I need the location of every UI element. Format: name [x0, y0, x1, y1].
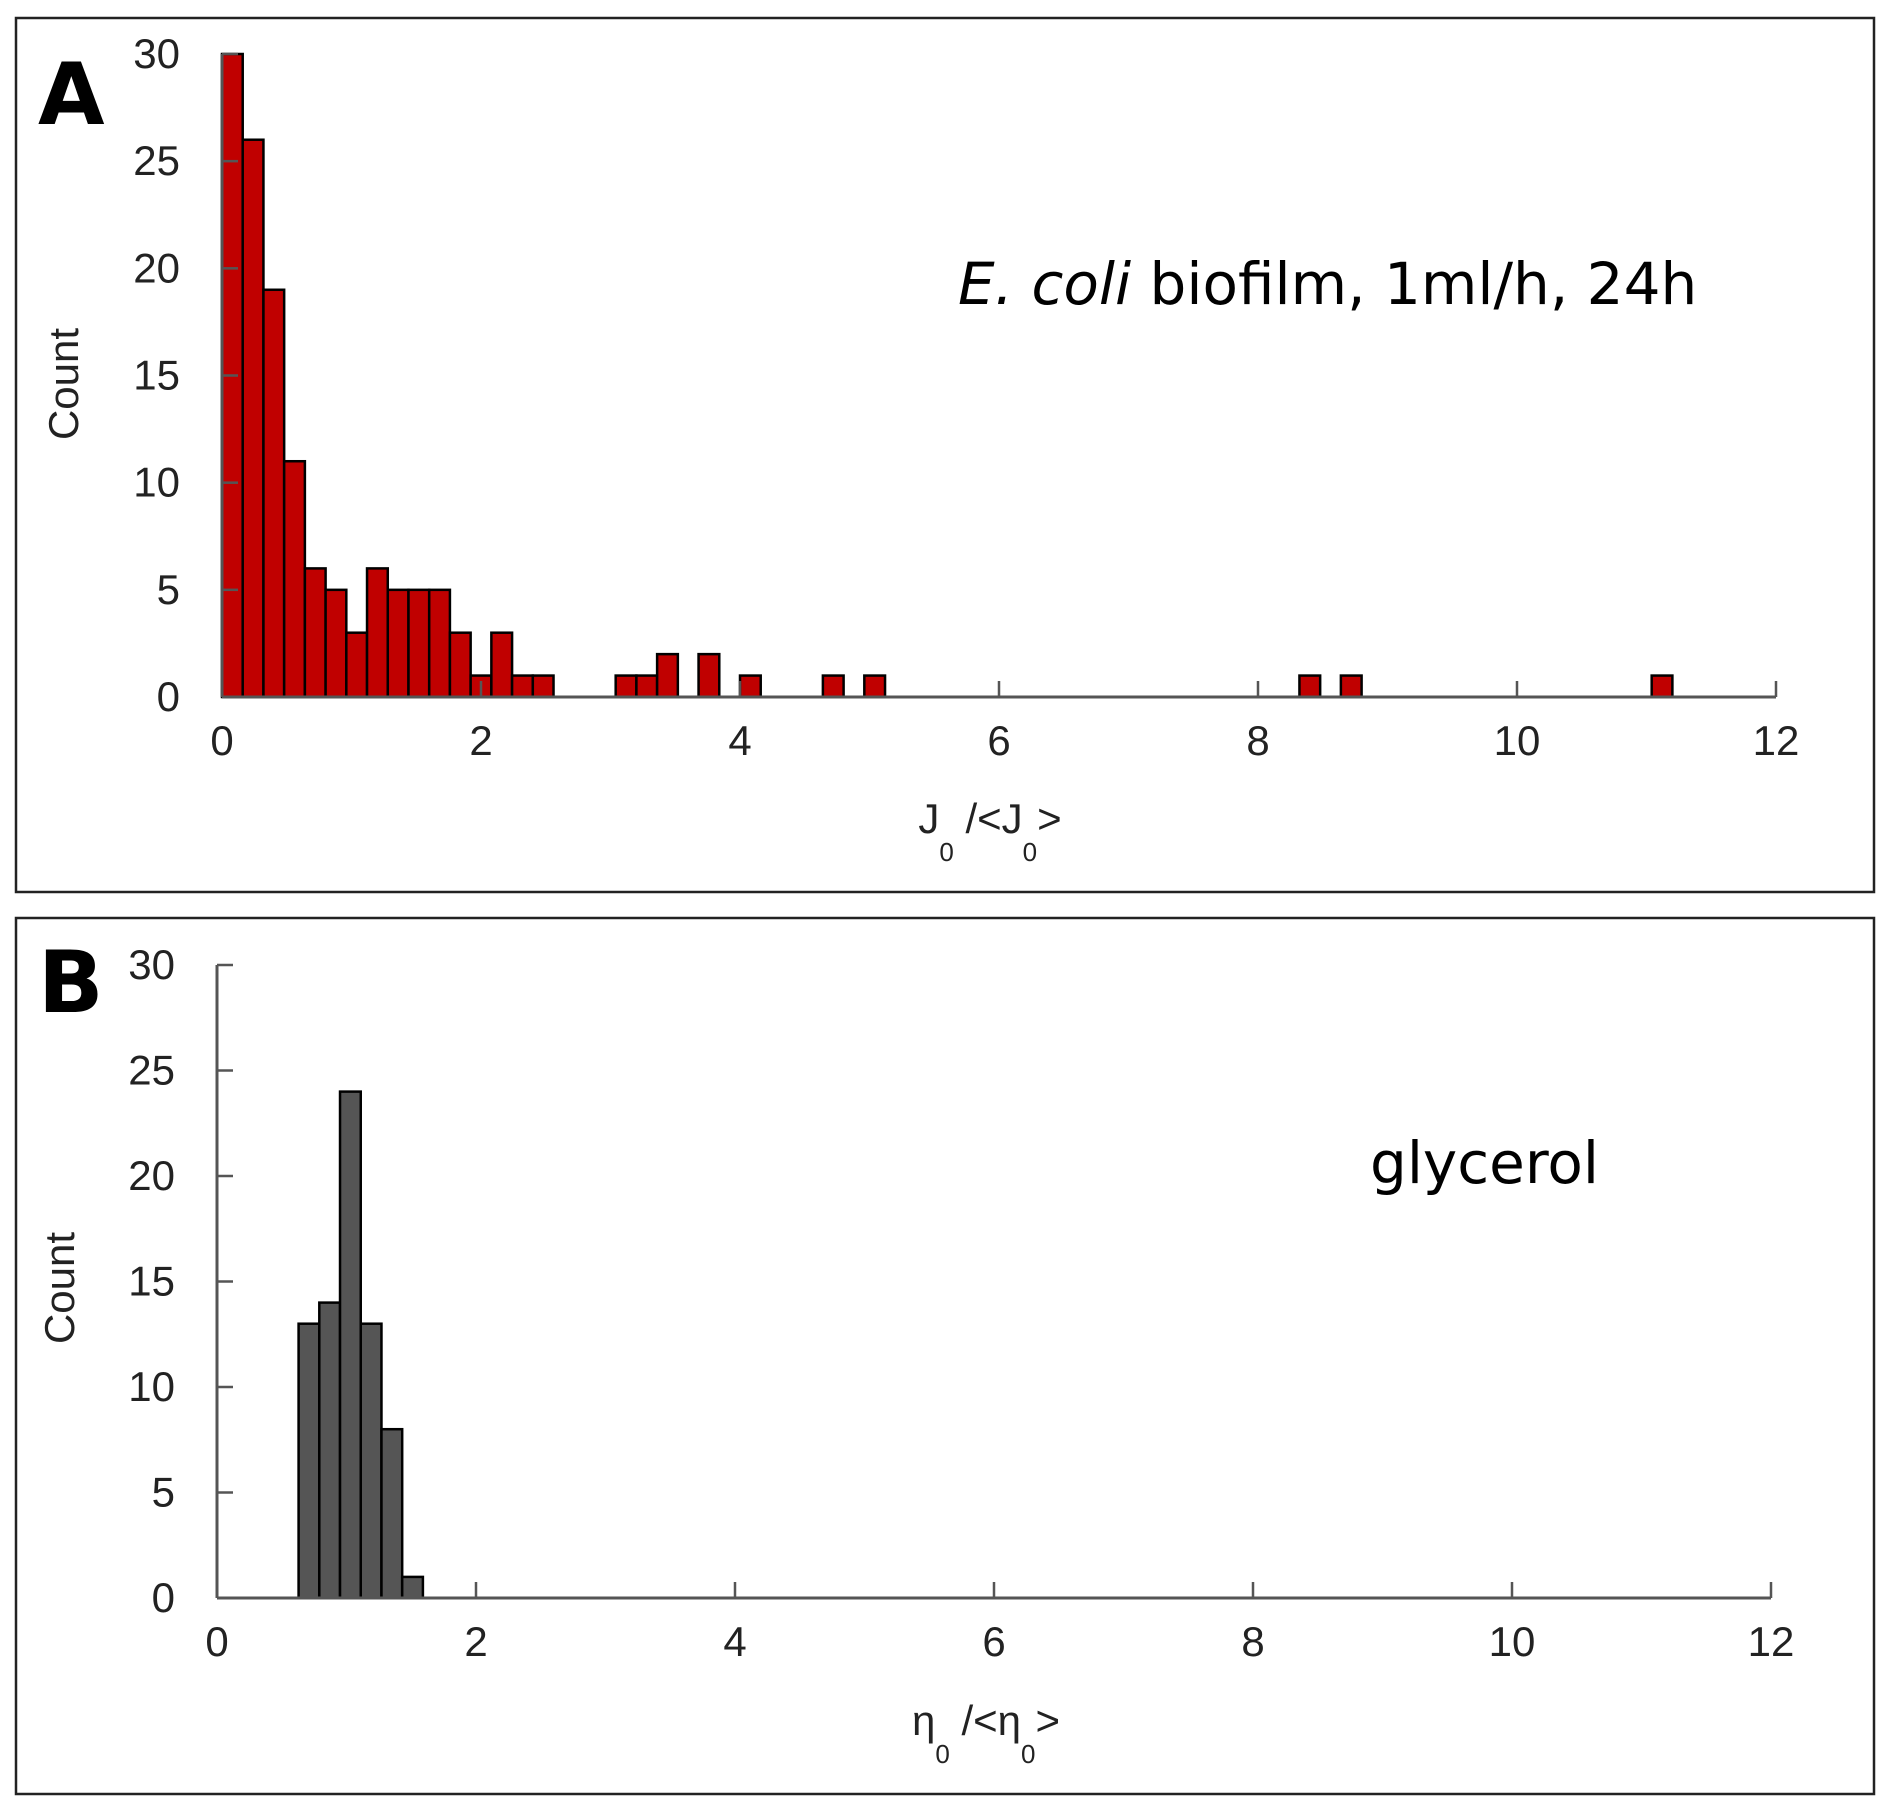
- panel-b-xlabel-end: >: [1036, 1697, 1061, 1744]
- panel-a-histogram-bar: [427, 588, 452, 699]
- panel-a-histogram-bar: [448, 631, 472, 699]
- panel-a-histogram-bar: [697, 652, 721, 699]
- panel-a-histogram-bar: [614, 674, 638, 699]
- panel-a-x-tick-label: 2: [469, 717, 492, 764]
- panel-a-histogram-bar: [407, 588, 431, 699]
- panel-a-histogram-bar: [635, 674, 659, 699]
- panel-a-histogram-bar: [386, 588, 410, 699]
- panel-b-x-tick-label: 2: [464, 1618, 487, 1665]
- panel-a-xlabel-sub1: 0: [939, 837, 953, 867]
- panel-b-x-tick-label: 4: [723, 1618, 746, 1665]
- panel-a-histogram-bar: [821, 674, 845, 699]
- panel-a-x-tick-label: 10: [1494, 717, 1541, 764]
- panel-a: A E. coli biofilm, 1ml/h, 24h Count J0 /…: [14, 16, 1876, 894]
- panel-a-histogram-bar: [365, 567, 390, 699]
- panel-b-xlabel-main: η: [912, 1697, 935, 1744]
- panel-a-x-tick-label: 8: [1246, 717, 1269, 764]
- panel-a-y-tick-label: 25: [133, 137, 180, 184]
- panel-a-annotation-rest: biofilm, 1ml/h, 24h: [1131, 250, 1697, 318]
- panel-b-xlabel-sub1: 0: [935, 1739, 949, 1769]
- panel-b-histogram-bar: [318, 1301, 342, 1600]
- panel-b-histogram-bar: [359, 1322, 383, 1600]
- panel-a-histogram-bar: [345, 631, 369, 699]
- panel-a-histogram-bar: [1650, 674, 1674, 699]
- panel-b-annotation: glycerol: [1370, 1129, 1599, 1197]
- panel-a-xlabel-sub2: 0: [1023, 837, 1037, 867]
- panel-a-y-tick-label: 10: [133, 459, 180, 506]
- panel-a-histogram-bar: [1298, 674, 1322, 699]
- panel-b-y-tick-label: 0: [152, 1574, 175, 1621]
- panel-a-xlabel: J0 /<J0>: [918, 795, 1061, 867]
- panel-b-histogram-bar: [380, 1427, 404, 1600]
- panel-b-y-tick-label: 10: [128, 1363, 175, 1410]
- panel-a-y-tick-label: 15: [133, 352, 180, 399]
- panel-a-histogram-bar: [303, 567, 327, 699]
- panel-a-axes: 0 2 4 6 8 10 12 0 5 10 15 20 25 30: [133, 30, 1799, 764]
- panel-b: B glycerol Count η0 /<η0> 0 2 4 6 8 10 1205101…: [14, 916, 1876, 1796]
- panel-b-axes: 0 2 4 6 8 10 12 0 5 10 15 20 25 30: [128, 941, 1794, 1665]
- panel-b-ylabel: Count: [36, 1232, 83, 1344]
- panel-b-xlabel-mid: /<η: [950, 1697, 1021, 1744]
- panel-a-histogram-bar: [241, 138, 265, 699]
- panel-a-histogram-bar: [262, 288, 286, 699]
- panel-b-xlabel-sub2: 0: [1021, 1739, 1035, 1769]
- panel-a-x-tick-label: 4: [728, 717, 751, 764]
- panel-b-y-tick-label: 15: [128, 1258, 175, 1305]
- panel-a-annotation: E. coli biofilm, 1ml/h, 24h: [958, 250, 1697, 318]
- panel-b-x-tick-label: 6: [982, 1618, 1005, 1665]
- panel-a-x-tick-label: 12: [1753, 717, 1800, 764]
- panel-b-y-tick-label: 5: [152, 1469, 175, 1516]
- panel-b-frame: [14, 916, 1876, 1796]
- panel-a-histogram-bar: [324, 588, 348, 699]
- panel-b-histogram-bar: [297, 1322, 321, 1600]
- panel-a-histogram-bar: [863, 674, 887, 699]
- panel-a-y-tick-label: 0: [157, 673, 180, 720]
- panel-b-y-tick-label: 25: [128, 1047, 175, 1094]
- panel-b-xlabel: η0 /<η0>: [912, 1697, 1060, 1769]
- panel-b-x-tick-label: 0: [205, 1618, 228, 1665]
- panel-b-histogram-bar: [338, 1090, 362, 1600]
- panel-a-x-tick-label: 6: [987, 717, 1010, 764]
- panel-a-xlabel-end: >: [1037, 795, 1062, 842]
- panel-a-histogram-bar: [1339, 674, 1363, 699]
- panel-a-histogram-bar: [738, 674, 762, 699]
- panel-a-frame: [14, 16, 1876, 894]
- panel-a-y-tick-label: 5: [157, 566, 180, 613]
- panel-b-x-tick-label: 8: [1241, 1618, 1264, 1665]
- panel-a-letter: A: [38, 45, 105, 145]
- panel-b-x-tick-label: 10: [1489, 1618, 1536, 1665]
- panel-b-bars: [297, 1090, 425, 1600]
- panel-a-histogram-bar: [282, 459, 307, 699]
- panel-a-histogram-bar: [531, 674, 555, 699]
- panel-a-y-tick-label: 20: [133, 244, 180, 291]
- panel-a-ylabel: Count: [40, 328, 87, 440]
- panel-b-x-tick-label: 12: [1748, 1618, 1795, 1665]
- panel-a-histogram-bar: [655, 652, 680, 699]
- panel-a-histogram-bar: [510, 674, 535, 699]
- panel-a-x-tick-label: 0: [210, 717, 233, 764]
- panel-a-xlabel-mid: /<J: [954, 795, 1023, 842]
- panel-b-y-tick-label: 30: [128, 941, 175, 988]
- panel-b-histogram-bar: [400, 1575, 425, 1600]
- panel-b-letter: B: [38, 933, 104, 1033]
- panel-a-annotation-italic: E. coli: [958, 250, 1131, 318]
- panel-a-y-tick-label: 30: [133, 30, 180, 77]
- panel-b-y-tick-label: 20: [128, 1152, 175, 1199]
- panel-a-xlabel-main: J: [918, 795, 939, 842]
- panel-a-histogram-bar: [490, 631, 514, 699]
- panel-b-annotation-rest: glycerol: [1370, 1129, 1599, 1197]
